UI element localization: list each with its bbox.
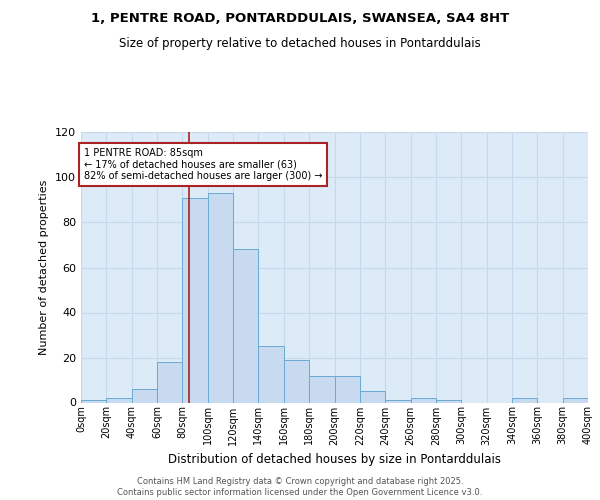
Bar — [512, 398, 538, 402]
Bar — [410, 398, 436, 402]
Text: 1, PENTRE ROAD, PONTARDDULAIS, SWANSEA, SA4 8HT: 1, PENTRE ROAD, PONTARDDULAIS, SWANSEA, … — [91, 12, 509, 26]
Bar — [233, 250, 259, 402]
Text: Size of property relative to detached houses in Pontarddulais: Size of property relative to detached ho… — [119, 38, 481, 51]
Bar — [81, 400, 106, 402]
X-axis label: Distribution of detached houses by size in Pontarddulais: Distribution of detached houses by size … — [168, 453, 501, 466]
Bar — [563, 398, 588, 402]
Bar — [106, 398, 132, 402]
Bar — [157, 362, 182, 403]
Bar — [132, 389, 157, 402]
Bar — [335, 376, 360, 402]
Bar — [259, 346, 284, 403]
Bar — [309, 376, 335, 402]
Bar — [360, 391, 385, 402]
Y-axis label: Number of detached properties: Number of detached properties — [40, 180, 49, 355]
Bar — [284, 360, 309, 403]
Bar — [436, 400, 461, 402]
Bar — [385, 400, 410, 402]
Bar — [208, 193, 233, 402]
Text: 1 PENTRE ROAD: 85sqm
← 17% of detached houses are smaller (63)
82% of semi-detac: 1 PENTRE ROAD: 85sqm ← 17% of detached h… — [83, 148, 322, 182]
Text: Contains HM Land Registry data © Crown copyright and database right 2025.
Contai: Contains HM Land Registry data © Crown c… — [118, 478, 482, 497]
Bar — [182, 198, 208, 402]
